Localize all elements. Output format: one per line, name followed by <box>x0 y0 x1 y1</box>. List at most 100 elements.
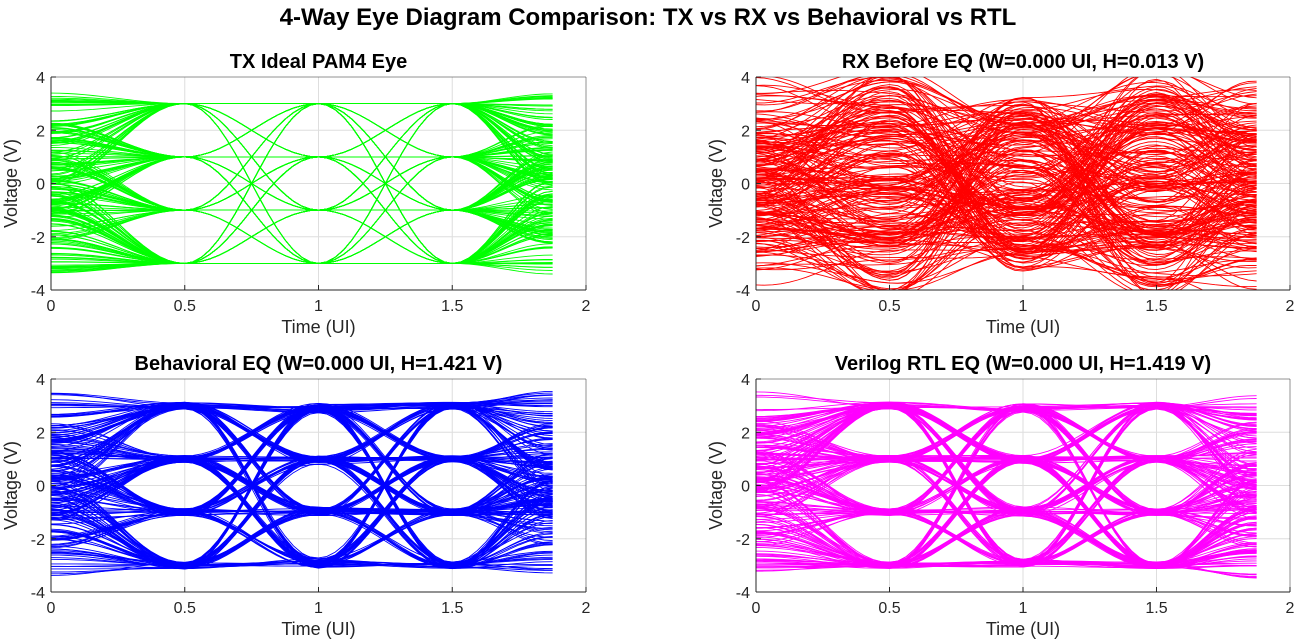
eye-trace <box>51 405 553 516</box>
eye-trace <box>51 103 553 158</box>
eye-trace <box>756 404 1257 516</box>
eye-trace <box>756 174 1257 243</box>
y-axis-label: Voltage (V) <box>706 139 726 228</box>
y-tick-label: -4 <box>31 585 45 602</box>
eye-trace <box>51 448 553 460</box>
y-tick-label: 4 <box>36 70 45 87</box>
figure-title: 4-Way Eye Diagram Comparison: TX vs RX v… <box>280 4 1017 31</box>
eye-trace <box>756 194 1257 234</box>
eye-trace <box>756 408 1257 563</box>
x-axis-label: Time (UI) <box>986 317 1060 337</box>
eye-trace <box>51 511 553 563</box>
eye-trace <box>756 77 1257 146</box>
eye-trace <box>756 514 1257 565</box>
y-axis-label: Voltage (V) <box>1 441 21 530</box>
y-tick-label: 4 <box>741 70 750 87</box>
eye-trace <box>756 98 1257 290</box>
x-tick-label: 1.5 <box>1145 298 1167 315</box>
eye-trace <box>756 103 1257 235</box>
eye-trace <box>756 127 1257 290</box>
y-tick-label: -4 <box>736 585 750 602</box>
eye-trace <box>756 112 1257 285</box>
x-tick-label: 2 <box>582 298 591 315</box>
y-tick-label: -4 <box>31 283 45 300</box>
eye-trace <box>756 402 1257 568</box>
eye-trace <box>51 409 553 566</box>
eye-trace <box>51 461 553 567</box>
eye-traces <box>51 390 553 576</box>
eye-trace <box>756 99 1257 251</box>
x-tick-label: 0.5 <box>878 298 900 315</box>
eye-trace <box>756 108 1257 168</box>
eye-trace <box>756 195 1257 243</box>
eye-trace <box>756 512 1257 569</box>
eye-trace <box>756 403 1257 457</box>
eye-trace <box>756 140 1257 189</box>
eye-trace <box>756 407 1257 515</box>
y-tick-label: 4 <box>36 372 45 389</box>
eye-trace <box>756 102 1257 253</box>
y-tick-label: -2 <box>31 532 45 549</box>
x-tick-label: 1 <box>1019 298 1028 315</box>
eye-trace <box>756 107 1257 286</box>
x-tick-label: 0.5 <box>174 298 196 315</box>
y-tick-label: -4 <box>736 283 750 300</box>
eye-trace <box>756 105 1257 200</box>
eye-trace <box>756 132 1257 222</box>
eye-trace <box>756 115 1257 248</box>
eye-trace <box>51 156 553 211</box>
eye-trace <box>756 101 1257 290</box>
x-tick-label: 0.5 <box>174 600 196 617</box>
eye-trace <box>51 399 553 510</box>
eye-trace <box>756 405 1257 514</box>
eye-trace <box>756 114 1257 248</box>
eye-trace <box>756 407 1257 567</box>
eye-trace <box>51 156 553 264</box>
eye-trace <box>756 78 1257 263</box>
eye-trace <box>51 403 553 459</box>
y-axis-label: Voltage (V) <box>706 441 726 530</box>
x-tick-label: 1 <box>1019 600 1028 617</box>
eye-trace <box>756 200 1257 248</box>
eye-trace <box>756 154 1257 233</box>
subplot-title: TX Ideal PAM4 Eye <box>230 51 407 73</box>
eye-trace <box>756 111 1257 290</box>
subplot-3: 0 0.5 1 1.5 2 -4 -2 0 2 4 Behavioral EQ (W=0.000 U… <box>1 353 591 639</box>
y-tick-label: -2 <box>736 230 750 247</box>
eye-trace <box>51 397 553 409</box>
x-tick-label: 1 <box>314 298 323 315</box>
eye-trace <box>756 159 1257 230</box>
eye-trace <box>756 165 1257 192</box>
eye-trace <box>756 126 1257 231</box>
eye-trace <box>756 108 1257 271</box>
x-tick-label: 0 <box>752 600 761 617</box>
x-tick-label: 0 <box>47 600 56 617</box>
eye-trace <box>51 103 553 211</box>
x-tick-label: 1.5 <box>1145 600 1167 617</box>
eye-trace <box>756 459 1257 569</box>
eye-trace <box>756 117 1257 249</box>
eye-trace <box>756 150 1257 290</box>
eye-trace <box>756 511 1257 564</box>
eye-trace <box>51 96 553 264</box>
x-axis-label: Time (UI) <box>281 619 355 639</box>
eye-traces <box>756 391 1257 579</box>
eye-trace <box>51 402 553 568</box>
x-axis-label: Time (UI) <box>986 619 1060 639</box>
eye-trace <box>756 91 1257 267</box>
x-tick-label: 0.5 <box>878 600 900 617</box>
eye-trace <box>756 103 1257 284</box>
subplot-title: RX Before EQ (W=0.000 UI, H=0.013 V) <box>842 51 1204 73</box>
eye-trace <box>756 457 1257 568</box>
eye-trace <box>756 454 1257 566</box>
x-tick-label: 2 <box>1286 298 1295 315</box>
y-tick-label: 2 <box>741 123 750 140</box>
eye-trace <box>51 156 553 264</box>
subplot-1: 0 0.5 1 1.5 2 -4 -2 0 2 4 TX Ideal PAM4 Eye Time (U… <box>1 51 591 337</box>
eye-trace <box>51 103 553 264</box>
y-tick-label: 0 <box>741 177 750 194</box>
eye-trace <box>51 402 553 566</box>
eye-trace <box>756 77 1257 251</box>
eye-trace <box>51 394 553 511</box>
eye-trace <box>756 77 1257 216</box>
